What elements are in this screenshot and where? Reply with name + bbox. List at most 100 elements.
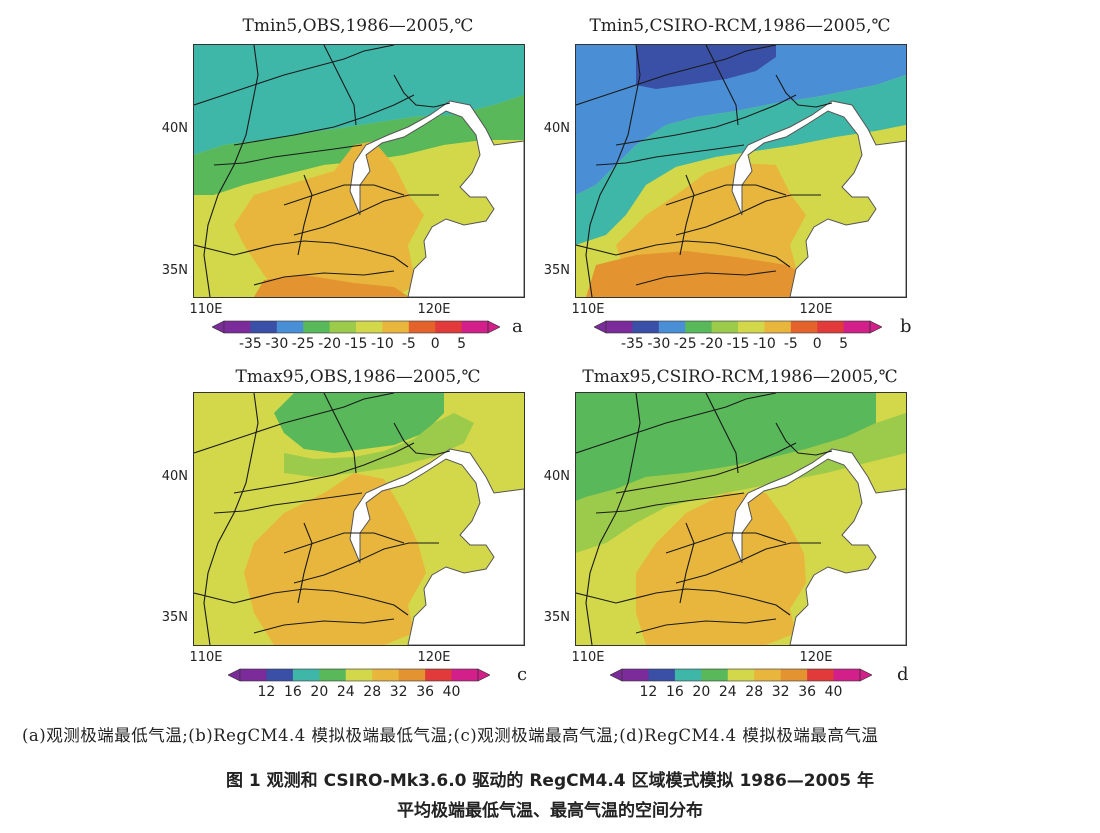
colorbar-min-arrow [594, 320, 607, 334]
colorbar-tick-label: -15 [726, 336, 750, 352]
colorbar-tick-label: 36 [416, 684, 435, 700]
colorbar-tick-label: 32 [389, 684, 408, 700]
colorbar-segment [292, 669, 320, 681]
panel-a-lat-35: 35N [161, 263, 188, 278]
province-boundary [615, 240, 791, 268]
figure-title-line1: 图 1 观测和 CSIRO-Mk3.6.0 驱动的 RegCM4.4 区域模式模… [226, 771, 874, 791]
temperature-field-region [576, 75, 906, 245]
colorbar-tick-label: 32 [771, 684, 790, 700]
colorbar-segment [674, 669, 702, 681]
temperature-field-region [576, 393, 876, 501]
temperature-field-region [194, 45, 524, 155]
province-boundary [213, 492, 363, 514]
panel-b-map [575, 44, 907, 298]
colorbar-tick-label: -5 [783, 336, 798, 352]
panel-d-heatmap [576, 393, 906, 645]
panel-c-colorbar [228, 668, 490, 682]
colorbar-segment [727, 669, 755, 681]
province-boundary [705, 393, 739, 474]
province-boundary [393, 422, 451, 456]
colorbar-frame [239, 668, 479, 682]
colorbar-segment [843, 321, 871, 333]
province-boundary [213, 144, 363, 166]
colorbar-segment [266, 669, 294, 681]
colorbar-tick-label: 5 [839, 336, 849, 352]
temperature-field-region [244, 473, 426, 645]
colorbar-tick-label: 12 [639, 684, 658, 700]
panel-c-lat-40: 40N [161, 469, 188, 484]
province-boundary [233, 588, 409, 616]
colorbar-frame [223, 320, 489, 334]
panel-a-lat-40: 40N [161, 121, 188, 136]
province-boundary [194, 45, 395, 106]
province-boundary [595, 144, 745, 166]
colorbar-segment [435, 321, 463, 333]
sea-mask [349, 448, 524, 645]
panel-b-lat-40: 40N [543, 121, 570, 136]
province-boundary [705, 45, 739, 126]
colorbar-segment [461, 321, 489, 333]
province-boundary [297, 522, 313, 604]
panel-c-letter: c [517, 664, 528, 685]
colorbar-frame [621, 668, 861, 682]
province-boundary [665, 184, 787, 206]
colorbar-tick-label: -10 [370, 336, 394, 352]
province-boundary [615, 588, 791, 616]
panel-a-letter: a [512, 316, 523, 337]
colorbar-segment [240, 669, 267, 681]
colorbar-max-arrow [869, 320, 882, 334]
panel-d-map [575, 392, 907, 646]
province-boundary [297, 174, 313, 256]
colorbar-segment [833, 669, 861, 681]
colorbar-segment [398, 669, 426, 681]
colorbar-tick-label: -35 [238, 336, 262, 352]
colorbar-segment [250, 321, 278, 333]
colorbar-segment [685, 321, 713, 333]
colorbar-segment [701, 669, 729, 681]
colorbar-segment [425, 669, 453, 681]
panel-b-colorbar [594, 320, 882, 334]
province-boundary [323, 45, 357, 126]
colorbar-tick-label: -20 [318, 336, 342, 352]
panel-a-map [193, 44, 525, 298]
province-boundary [675, 194, 821, 236]
panel-a-colorbar [212, 320, 500, 334]
colorbar-segment [648, 669, 676, 681]
colorbar-segment [606, 321, 633, 333]
colorbar-segment [224, 321, 251, 333]
colorbar-segment [754, 669, 782, 681]
colorbar-tick-label: -15 [344, 336, 368, 352]
temperature-field-region [194, 503, 234, 573]
panel-c-lon-120: 120E [417, 650, 451, 665]
colorbar-frame [605, 320, 871, 334]
colorbar-segment [329, 321, 357, 333]
province-boundary [595, 492, 745, 514]
sea-mask [349, 100, 524, 297]
sea-mask [731, 448, 906, 645]
colorbar-max-arrow [859, 668, 872, 682]
province-boundary [293, 194, 439, 236]
colorbar-tick-label: -25 [673, 336, 697, 352]
panel-b-lat-35: 35N [543, 263, 570, 278]
province-boundary [679, 174, 695, 256]
panel-d-colorbar [610, 668, 872, 682]
province-boundary [253, 618, 395, 634]
panel-b-lon-110: 110E [571, 302, 605, 317]
colorbar-tick-label: 28 [745, 684, 764, 700]
province-boundary [194, 592, 235, 604]
panel-c-lon-110: 110E [189, 650, 223, 665]
panel-d-lon-110: 110E [571, 650, 605, 665]
province-boundary [675, 542, 821, 584]
panel-b-lon-120: 120E [799, 302, 833, 317]
panel-c-title: Tmax95,OBS,1986—2005,℃ [235, 367, 481, 387]
colorbar-tick-label: 24 [336, 684, 355, 700]
province-boundary [615, 442, 797, 494]
temperature-field-region [254, 275, 409, 297]
colorbar-segment [790, 321, 818, 333]
colorbar-segment [303, 321, 331, 333]
panel-c-heatmap [194, 393, 524, 645]
colorbar-segment [372, 669, 400, 681]
province-boundary [576, 393, 777, 454]
colorbar-tick-label: 20 [692, 684, 711, 700]
province-boundary [775, 74, 833, 108]
